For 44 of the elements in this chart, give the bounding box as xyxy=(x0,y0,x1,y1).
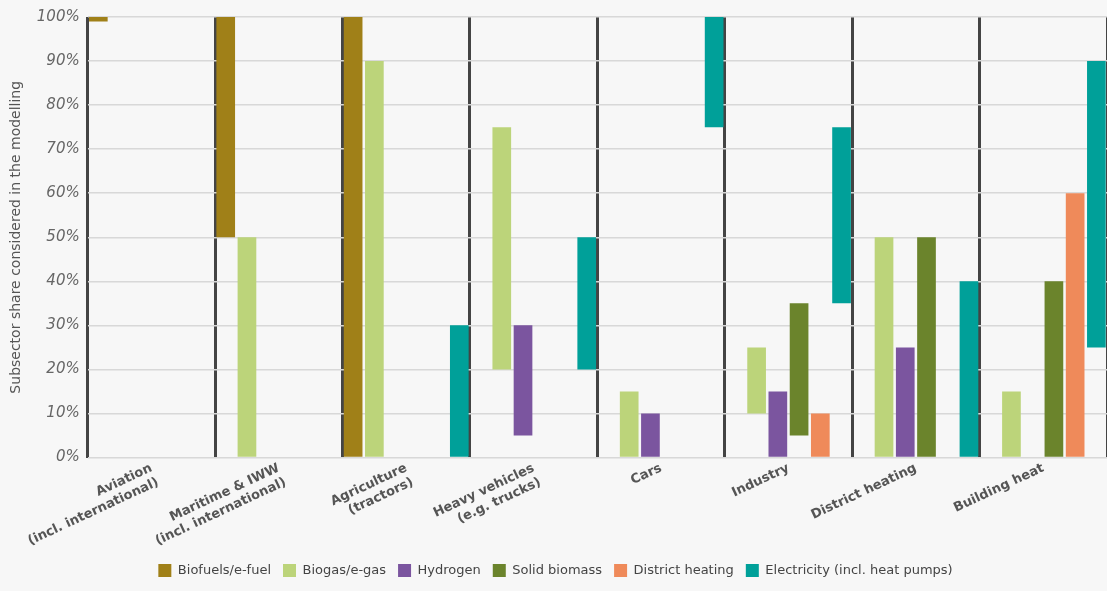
bar xyxy=(449,325,469,457)
y-tick-label: 30% xyxy=(46,315,80,334)
y-tick-label: 70% xyxy=(46,139,80,158)
bar xyxy=(216,17,236,238)
y-tick-label: 50% xyxy=(46,227,80,246)
legend-label: Solid biomass xyxy=(512,561,603,577)
legend-label: Hydrogen xyxy=(417,561,481,577)
x-tick-label: Cars xyxy=(627,459,664,488)
bar xyxy=(768,391,788,457)
bar xyxy=(641,413,660,457)
y-tick-label: 40% xyxy=(46,271,80,290)
bar xyxy=(1087,61,1106,348)
y-tick-label: 80% xyxy=(46,94,80,113)
bar xyxy=(343,17,363,457)
legend-label: District heating xyxy=(633,561,734,577)
bar xyxy=(747,347,766,414)
bar xyxy=(959,281,979,457)
bar xyxy=(1044,281,1064,457)
legend-label: Biogas/e-gas xyxy=(302,561,387,577)
legend-label: Biofuels/e-fuel xyxy=(177,561,272,577)
y-tick-label: 20% xyxy=(46,359,80,378)
bar xyxy=(513,325,533,436)
y-tick-label: 0% xyxy=(55,447,80,466)
bar xyxy=(88,17,108,22)
bar xyxy=(917,237,936,457)
bar xyxy=(577,237,597,370)
y-tick-label: 100% xyxy=(36,6,80,25)
y-axis-title: Subsector share considered in the modelling xyxy=(7,80,24,394)
bar xyxy=(1065,193,1085,457)
y-tick-label: 10% xyxy=(46,403,80,422)
bar xyxy=(365,61,384,457)
bar xyxy=(619,391,639,457)
bar xyxy=(789,303,809,436)
bar xyxy=(492,127,512,370)
bar xyxy=(832,127,851,304)
bar xyxy=(704,17,724,128)
legend-label: Electricity (incl. heat pumps) xyxy=(765,561,953,577)
bar xyxy=(1002,391,1021,457)
bar xyxy=(874,237,894,457)
y-tick-label: 90% xyxy=(46,50,80,69)
bar xyxy=(810,413,830,457)
bar xyxy=(237,237,257,457)
bar xyxy=(895,347,915,457)
y-tick-label: 60% xyxy=(46,183,80,202)
